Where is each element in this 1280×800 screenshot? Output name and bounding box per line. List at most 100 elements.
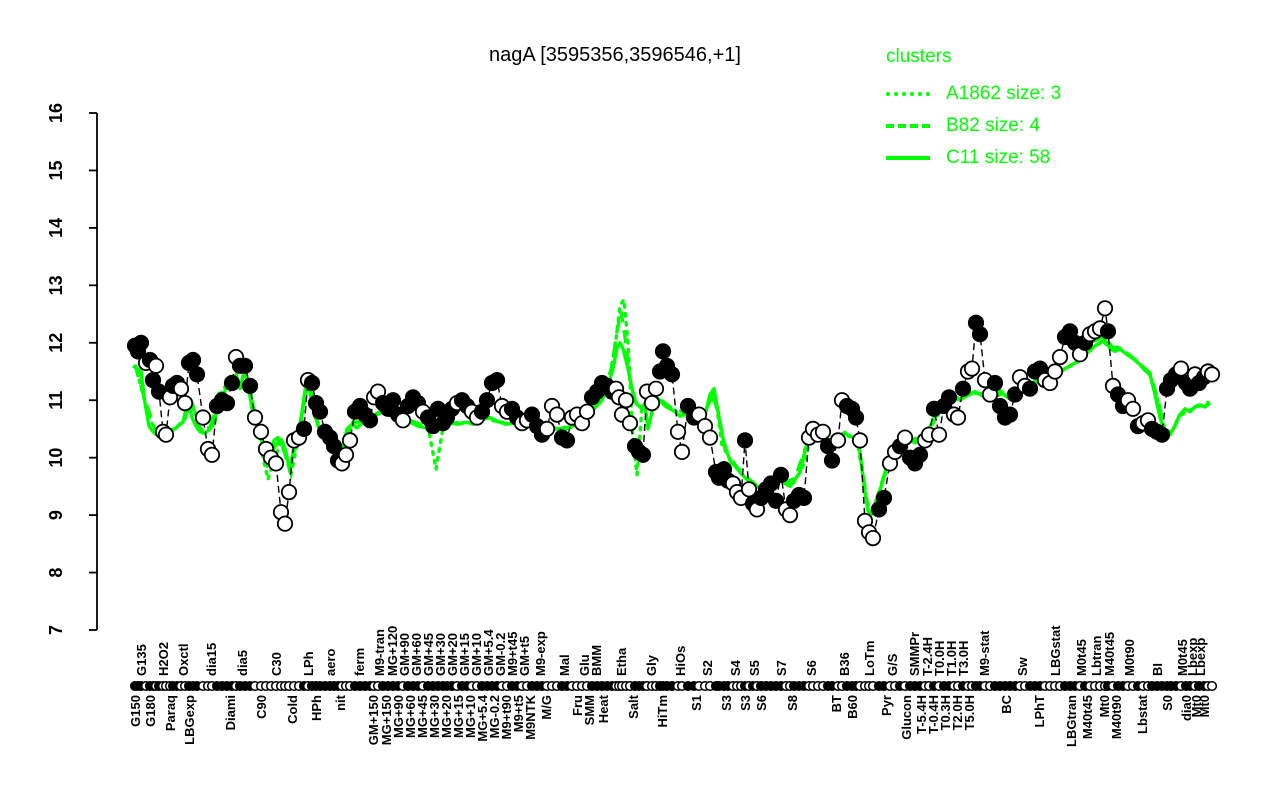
condition-label-bottom: T5.0H (962, 695, 977, 730)
legend-line-sample-solid (886, 156, 930, 160)
gene-point-filled (303, 374, 321, 392)
y-tick-label: 12 (46, 333, 66, 353)
gene-point-filled (488, 371, 506, 389)
legend-item-c11: C11 size: 58 (886, 142, 1061, 174)
y-tick-label: 8 (46, 568, 66, 578)
condition-label-top: GM+45 (421, 633, 436, 676)
condition-label-bottom: LPhT (1032, 695, 1047, 728)
gene-point-filled (1001, 406, 1019, 423)
condition-label-top: S2 (700, 660, 715, 676)
y-tick-label: 9 (46, 510, 66, 520)
condition-label-bottom: S0 (1160, 695, 1175, 711)
gene-point-filled (971, 326, 989, 343)
condition-label-bottom: M/G (539, 695, 554, 720)
condition-label-bottom: MG+45 (415, 695, 430, 738)
legend-item-label: C11 size: 58 (946, 147, 1051, 168)
gene-point-filled (478, 392, 496, 409)
condition-label-bottom: Cold (285, 695, 300, 724)
gene-point-open (203, 446, 221, 463)
cluster-line-A1862-dotted (135, 294, 1211, 520)
gene-point-open (647, 380, 665, 397)
gene-point-filled (772, 466, 790, 483)
condition-label-top: BMM (589, 645, 604, 676)
gene-point-filled (184, 351, 202, 369)
gene-point-open (781, 506, 799, 524)
condition-label-top: Etha (614, 647, 629, 676)
condition-label-top: ferm (352, 648, 367, 676)
condition-label-top: LoTm (862, 641, 877, 676)
gene-point-filled (823, 452, 841, 469)
condition-label-bottom: MG+20 (439, 695, 454, 738)
gene-point-open (394, 412, 412, 429)
plot-title: nagA [3595356,3596546,+1] (489, 44, 741, 66)
condition-label-top: S7 (774, 660, 789, 676)
gene-point-open (1203, 366, 1221, 383)
condition-label-bottom: Glucon (899, 695, 914, 740)
condition-label-top: Oxctl (176, 643, 191, 676)
gene-point-filled (762, 475, 780, 492)
condition-label-top: H2O2 (156, 642, 171, 676)
condition-label-bottom: MG+150 (379, 695, 394, 745)
y-tick-label: 11 (46, 391, 66, 410)
condition-label-bottom: MG+30 (427, 695, 442, 738)
condition-label-top: S5 (747, 660, 762, 676)
condition-label-top: aero (323, 648, 338, 676)
condition-label-bottom: S3 (738, 695, 753, 711)
gene-point-filled (736, 432, 754, 449)
condition-label-top: M40t45 (1102, 632, 1117, 676)
gene-point-filled (241, 377, 259, 394)
condition-label-bottom: S1 (689, 695, 704, 711)
condition-label-bottom: Salt (626, 694, 641, 719)
gene-point-open (176, 394, 194, 412)
condition-label-bottom: MG+15 (451, 695, 466, 738)
condition-label-top: C30 (269, 652, 284, 676)
condition-label-top: Gly (644, 654, 659, 676)
condition-label-top: GM+5.4 (481, 629, 496, 676)
gene-point-filled (311, 403, 329, 420)
gene-point-open (949, 409, 967, 426)
gene-point-open (963, 360, 981, 377)
condition-label-top: G135 (134, 644, 149, 676)
condition-label-top: G/S (885, 653, 900, 676)
y-tick-label: 14 (46, 218, 66, 238)
legend-line-sample-dotted (886, 92, 930, 96)
condition-label-bottom: Mt0 (1097, 695, 1112, 717)
gene-point-filled (1006, 386, 1024, 403)
gene-point-filled (1153, 426, 1171, 443)
gene-point-filled (911, 446, 929, 463)
gene-point-open (538, 420, 556, 437)
clusters-legend: clusters A1862 size: 3 B82 size: 4 C11 siz… (886, 46, 1061, 174)
gene-point-open (669, 423, 687, 440)
condition-label-top: GM+15 (457, 633, 472, 676)
condition-label-top: GM+90 (397, 633, 412, 676)
gene-point-filled (325, 438, 343, 455)
condition-label-top: M9+t45 (505, 632, 520, 676)
condition-label-top: Sw (1015, 656, 1030, 676)
gene-point-open (1046, 363, 1064, 380)
condition-label-top: B36 (837, 652, 852, 676)
condition-label-top: GM+30 (433, 633, 448, 676)
gene-point-open (578, 403, 596, 420)
condition-label-top: GM+10 (469, 633, 484, 676)
condition-label-bottom: MG-0.2 (487, 695, 502, 738)
condition-label-top: M0t45 (1175, 639, 1190, 676)
condition-label-bottom: Fru (570, 695, 585, 716)
condition-label-bottom: C90 (254, 695, 269, 719)
condition-label-top: GM+20 (445, 633, 460, 676)
condition-label-bottom: M9+t5 (511, 695, 526, 732)
gene-point-open (157, 426, 175, 443)
gene-point-filled (986, 374, 1004, 392)
legend-header: clusters (886, 46, 952, 67)
gene-point-open (548, 406, 566, 423)
condition-label-bottom: Mt0 (1197, 695, 1212, 717)
gene-point-open (814, 423, 832, 440)
condition-label-bottom: S3 (719, 695, 734, 711)
condition-label-bottom: T-0.4H (926, 695, 941, 734)
condition-label-bottom: MG+10 (463, 695, 478, 738)
condition-label-bottom: dia0 (1179, 695, 1194, 721)
condition-label-bottom: G150 (128, 695, 143, 727)
gene-point-open (740, 481, 758, 498)
condition-label-bottom: BC (999, 694, 1014, 713)
